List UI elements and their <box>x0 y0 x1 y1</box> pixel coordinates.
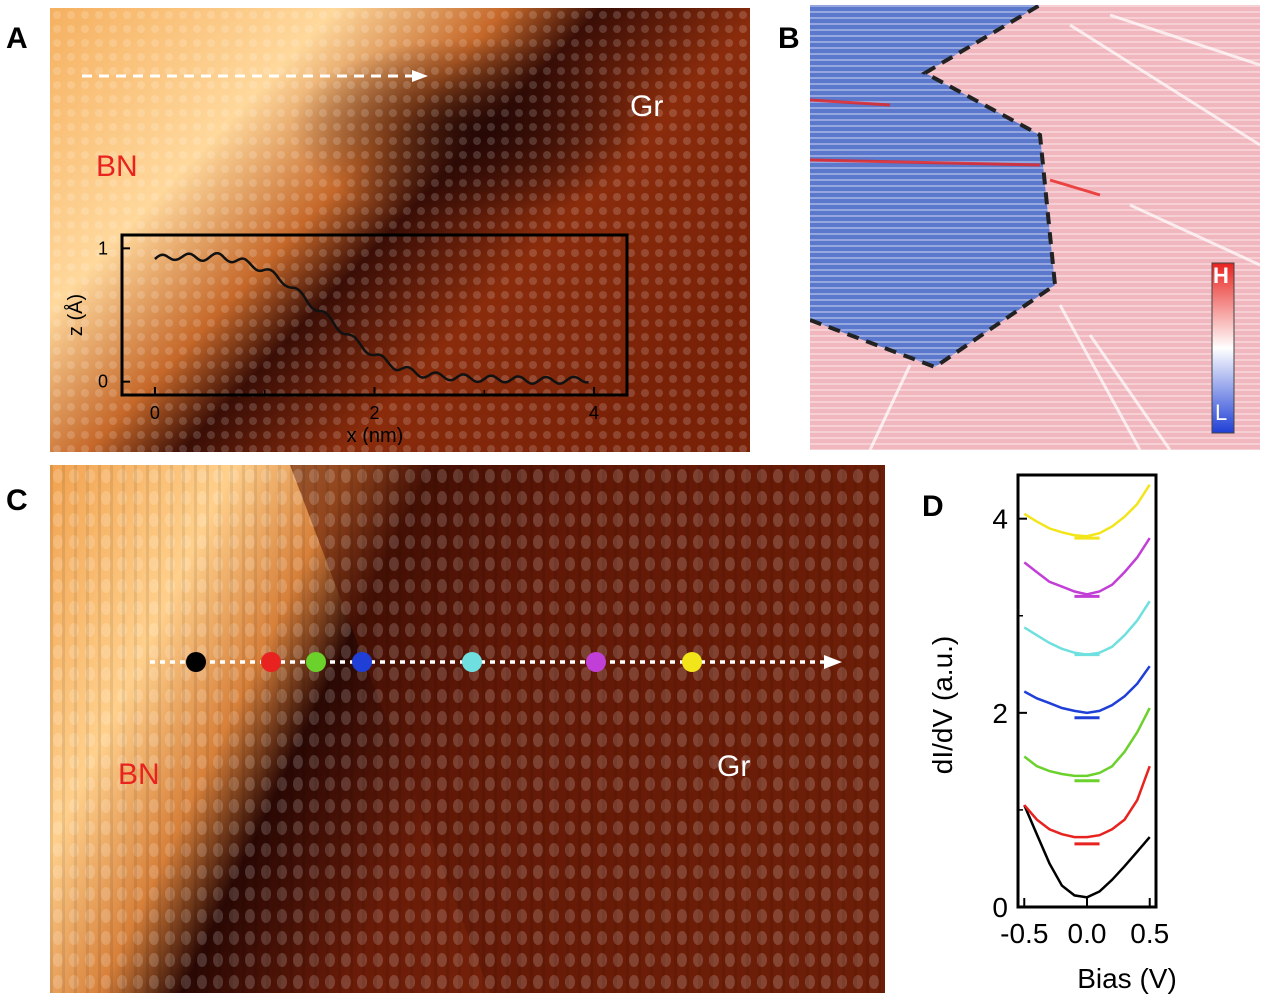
inset-y-tick-label: 1 <box>98 238 108 258</box>
spectrum-line <box>1023 804 1151 899</box>
inset-y-axis-label: z (Å) <box>64 294 87 336</box>
panel-c-scan-arrow-head <box>824 655 842 669</box>
spectrum-line <box>1023 600 1151 656</box>
spectrum-location-marker <box>586 652 606 672</box>
spectrum-location-marker <box>682 652 702 672</box>
inset-y-tick-label: 0 <box>98 372 108 392</box>
panel-a-stm-image <box>50 8 750 452</box>
panel-a-bn-label: BN <box>96 150 138 183</box>
d-plot-frame <box>1016 473 1158 909</box>
inset-x-tick-label: 4 <box>589 403 599 423</box>
colorbar-low-label: L <box>1215 400 1228 425</box>
spectrum-line <box>1023 765 1151 839</box>
d-x-axis-label: Bias (V) <box>1077 963 1177 994</box>
d-y-tick-label: 0 <box>992 892 1008 923</box>
spectrum-location-marker <box>462 652 482 672</box>
d-x-tick-label: -0.5 <box>1000 918 1048 949</box>
colorbar-high-label: H <box>1213 263 1229 288</box>
panel-letter-a: A <box>6 22 28 55</box>
d-y-axis-label: dI/dV (a.u.) <box>927 636 958 775</box>
panel-a-scan-arrow-head <box>412 70 428 82</box>
d-y-tick-label: 4 <box>992 504 1008 535</box>
panel-a-inset-chart: 0 2 4 0 1 z (Å) x (nm) <box>64 233 629 445</box>
inset-profile-line <box>154 251 589 385</box>
domain-boundary <box>810 5 1058 370</box>
spectrum-location-marker <box>261 652 281 672</box>
panel-c-stm-image <box>50 465 885 993</box>
d-x-tick-label: 0.0 <box>1068 918 1107 949</box>
panel-d-chart: -0.5 0.0 0.5 0 2 4 dI/dV (a.u.) Bias (V) <box>927 473 1177 994</box>
panel-letter-c: C <box>6 484 28 517</box>
panel-c-gr-label: Gr <box>717 750 751 783</box>
panel-a-gr-label: Gr <box>630 90 664 123</box>
panel-b-map-image <box>810 5 1260 450</box>
inset-x-tick-label: 2 <box>369 403 379 423</box>
d-y-tick-label: 2 <box>992 698 1008 729</box>
d-x-tick-label: 0.5 <box>1130 918 1169 949</box>
spectrum-line <box>1023 484 1151 538</box>
spectrum-location-marker <box>186 652 206 672</box>
colorbar <box>1211 262 1235 434</box>
spectrum-location-marker <box>352 652 372 672</box>
spectrum-location-marker <box>306 652 326 672</box>
spectrum-line <box>1023 665 1151 715</box>
inset-x-tick-label: 0 <box>150 403 160 423</box>
inset-x-axis-label: x (nm) <box>347 425 404 445</box>
spectrum-line <box>1023 537 1151 596</box>
panel-letter-b: B <box>778 22 800 55</box>
spectrum-line <box>1023 707 1151 778</box>
panel-letter-d: D <box>922 490 944 523</box>
panel-c-bn-label: BN <box>118 758 160 791</box>
